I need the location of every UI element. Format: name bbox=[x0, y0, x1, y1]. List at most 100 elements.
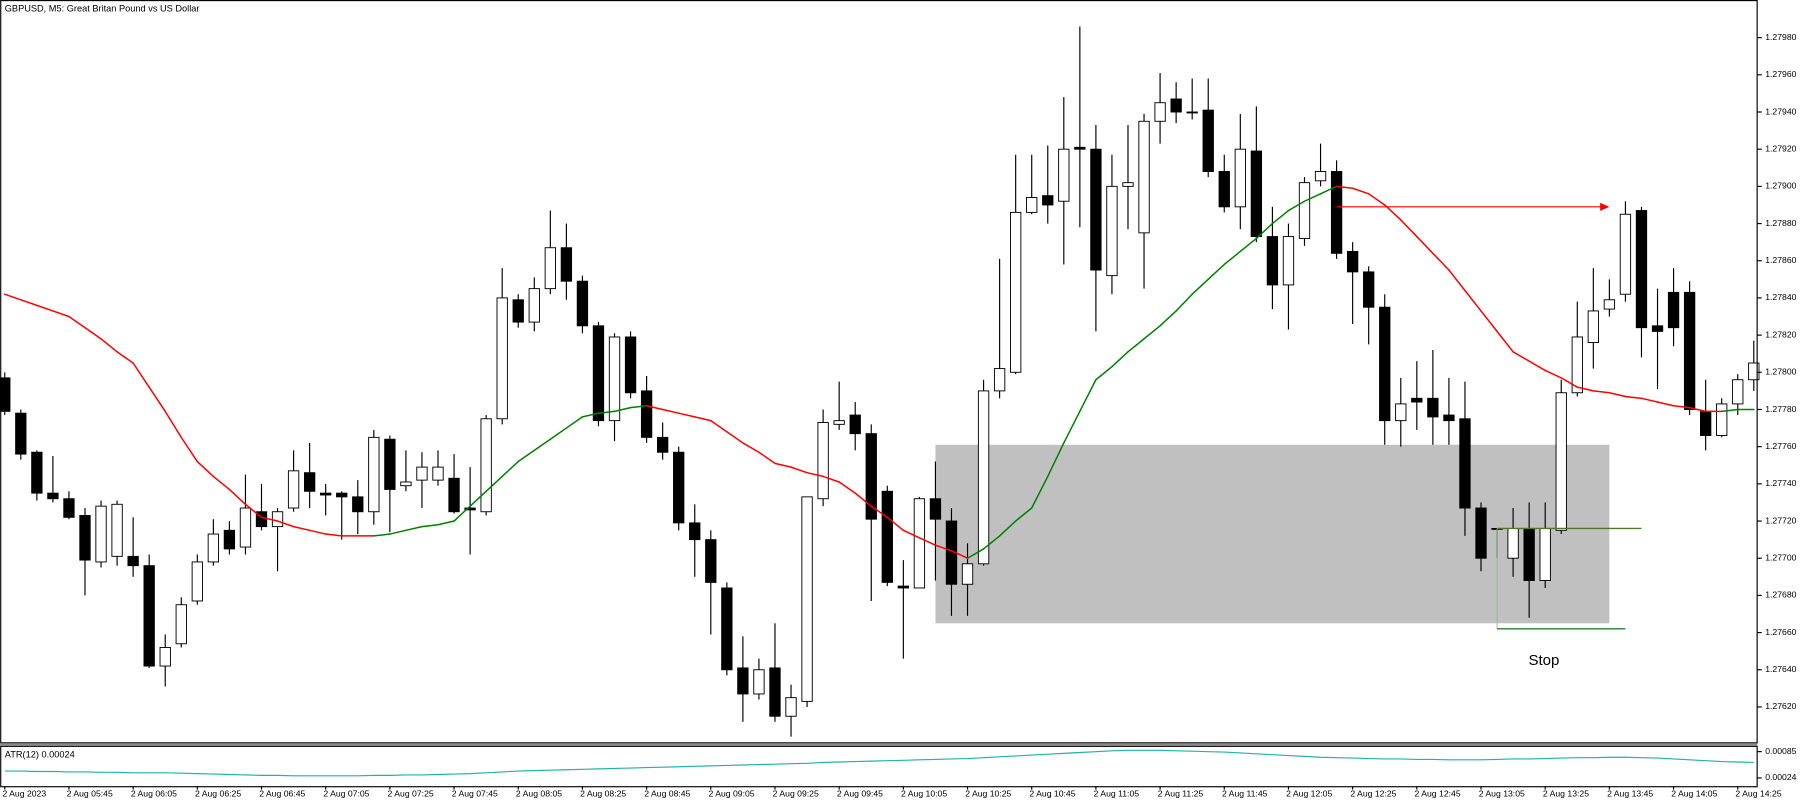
candle-body bbox=[1282, 236, 1295, 286]
candle-body bbox=[689, 522, 701, 541]
moving-average bbox=[1079, 378, 1097, 413]
x-tick-label: 2 Aug 08:05 bbox=[516, 789, 562, 799]
x-tick-label: 2 Aug 07:25 bbox=[388, 789, 434, 799]
candle-body bbox=[79, 514, 91, 561]
moving-average bbox=[677, 412, 696, 418]
candle-body bbox=[753, 669, 765, 695]
moving-average bbox=[1030, 475, 1049, 509]
candle-body bbox=[1218, 171, 1230, 208]
candle-body bbox=[512, 299, 524, 323]
y-tick-label: 1.27760 bbox=[1765, 441, 1796, 451]
candle-body bbox=[913, 498, 926, 589]
candle-body bbox=[560, 247, 573, 282]
x-tick-label: 2 Aug 06:25 bbox=[195, 789, 241, 799]
target-arrow-head bbox=[1600, 202, 1610, 211]
moving-average bbox=[116, 351, 134, 364]
candle-body bbox=[47, 492, 59, 500]
candle-body bbox=[111, 503, 123, 557]
candle-body bbox=[1635, 210, 1648, 329]
moving-average bbox=[1111, 351, 1129, 368]
moving-average bbox=[581, 412, 600, 418]
x-tick-label: 2 Aug 12:45 bbox=[1415, 789, 1461, 799]
moving-average bbox=[1576, 386, 1595, 392]
candle-body bbox=[336, 492, 348, 498]
moving-average bbox=[549, 427, 568, 440]
moving-average bbox=[405, 525, 423, 532]
moving-average bbox=[1127, 338, 1145, 353]
y-tick-label: 1.27860 bbox=[1765, 255, 1796, 265]
candle-body bbox=[95, 505, 107, 563]
candle-body bbox=[1667, 291, 1680, 329]
moving-average bbox=[1159, 310, 1177, 327]
candle-body bbox=[1154, 102, 1166, 122]
candle-body bbox=[1443, 414, 1455, 422]
y-tick-label: 1.27980 bbox=[1765, 32, 1796, 42]
x-tick-label: 2 Aug 11:25 bbox=[1158, 789, 1204, 799]
x-tick-label: 2 Aug 11:05 bbox=[1094, 789, 1140, 799]
x-tick-label: 2 Aug 12:25 bbox=[1350, 789, 1396, 799]
moving-average bbox=[1255, 222, 1274, 240]
y-tick-label: 1.27900 bbox=[1765, 181, 1796, 191]
moving-average bbox=[1239, 237, 1258, 253]
candle-body bbox=[1700, 410, 1712, 436]
candle-body bbox=[656, 436, 669, 453]
candle-body bbox=[0, 377, 11, 412]
moving-average bbox=[1014, 507, 1033, 522]
candle-body bbox=[1716, 403, 1728, 436]
moving-average bbox=[100, 338, 118, 353]
candle-body bbox=[737, 667, 749, 695]
moving-average bbox=[20, 299, 38, 307]
indicator-y-tick-label: 0.00024 bbox=[1765, 772, 1796, 782]
moving-average bbox=[1095, 365, 1113, 381]
moving-average bbox=[1480, 310, 1498, 333]
moving-average bbox=[1624, 395, 1643, 400]
candle-body bbox=[63, 498, 75, 518]
candle-body bbox=[1571, 336, 1583, 394]
moving-average bbox=[1496, 330, 1514, 353]
moving-average bbox=[533, 438, 552, 452]
moving-average bbox=[934, 544, 953, 552]
candle-body bbox=[1748, 362, 1760, 381]
candle-body bbox=[143, 565, 155, 667]
candle-body bbox=[865, 433, 877, 520]
y-tick-label: 1.27700 bbox=[1765, 552, 1796, 562]
candle-body bbox=[1411, 397, 1423, 403]
candle-body bbox=[1379, 306, 1391, 422]
x-tick-label: 2 Aug 10:45 bbox=[1029, 789, 1075, 799]
candle-body bbox=[849, 414, 861, 435]
candle-body bbox=[1090, 148, 1102, 271]
x-tick-label: 2 Aug 06:05 bbox=[131, 789, 177, 799]
moving-average bbox=[1175, 293, 1193, 312]
moving-average bbox=[1464, 289, 1482, 312]
candle-body bbox=[544, 247, 556, 290]
candle-body bbox=[1587, 310, 1599, 344]
moving-average bbox=[36, 304, 54, 312]
moving-average bbox=[1319, 185, 1338, 195]
candle-body bbox=[31, 451, 43, 494]
candle-body bbox=[1475, 507, 1487, 559]
moving-average bbox=[1383, 204, 1402, 221]
candle-body bbox=[384, 438, 396, 490]
moving-average bbox=[1191, 278, 1209, 295]
x-tick-label: 2 Aug 07:05 bbox=[323, 789, 369, 799]
moving-average bbox=[982, 535, 1001, 550]
x-tick-label: 2 Aug 13:45 bbox=[1607, 789, 1653, 799]
y-tick-label: 1.27880 bbox=[1765, 218, 1796, 228]
moving-average bbox=[1303, 193, 1322, 202]
moving-average bbox=[132, 362, 150, 388]
moving-average bbox=[1351, 187, 1370, 195]
moving-average bbox=[244, 503, 263, 519]
candle-body bbox=[159, 646, 171, 667]
candle-body bbox=[1234, 148, 1246, 208]
moving-average bbox=[629, 405, 648, 409]
x-tick-label: 2 Aug 13:25 bbox=[1543, 789, 1589, 799]
moving-average bbox=[1608, 391, 1627, 398]
candle-body bbox=[785, 697, 797, 717]
candle-body bbox=[127, 555, 139, 567]
moving-average bbox=[822, 475, 840, 483]
x-tick-label: 2 Aug 09:05 bbox=[708, 789, 754, 799]
moving-average bbox=[84, 326, 102, 340]
candle-body bbox=[1651, 325, 1664, 332]
candle-body bbox=[1314, 171, 1327, 182]
moving-average bbox=[68, 315, 86, 329]
